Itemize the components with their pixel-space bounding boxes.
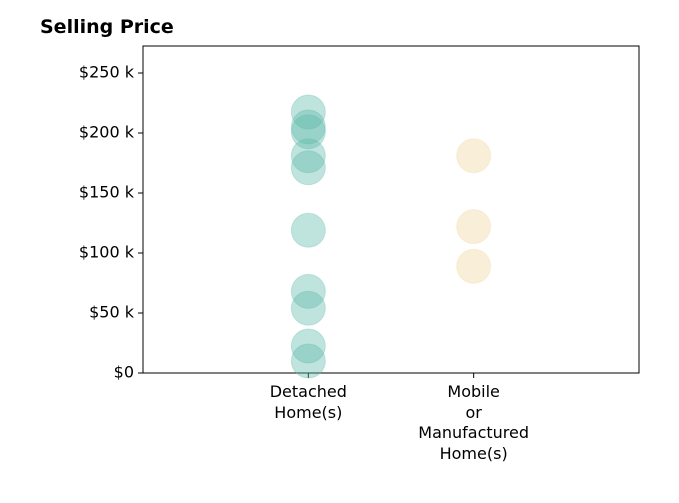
point xyxy=(290,212,326,248)
point xyxy=(456,138,492,174)
x-tick-label: Mobile or Manufactured Home(s) xyxy=(418,382,530,463)
point xyxy=(290,94,326,130)
point xyxy=(290,273,326,309)
y-tick-label: $50 k xyxy=(89,303,135,322)
point xyxy=(290,150,326,186)
y-tick-label: $150 k xyxy=(79,183,135,202)
point xyxy=(290,138,326,174)
y-tick-label: $100 k xyxy=(79,243,135,262)
y-tick-label: $0 xyxy=(114,363,134,382)
point xyxy=(290,114,326,150)
point xyxy=(290,290,326,326)
y-tick-label: $200 k xyxy=(79,123,135,142)
x-tick-label: Detached Home(s) xyxy=(269,382,347,422)
point xyxy=(290,328,326,364)
point xyxy=(290,109,326,145)
point xyxy=(456,248,492,284)
chart-title: Selling Price xyxy=(40,16,174,38)
y-tick-label: $250 k xyxy=(79,63,135,82)
point xyxy=(456,209,492,245)
plot-frame xyxy=(142,45,640,374)
point xyxy=(290,343,326,379)
